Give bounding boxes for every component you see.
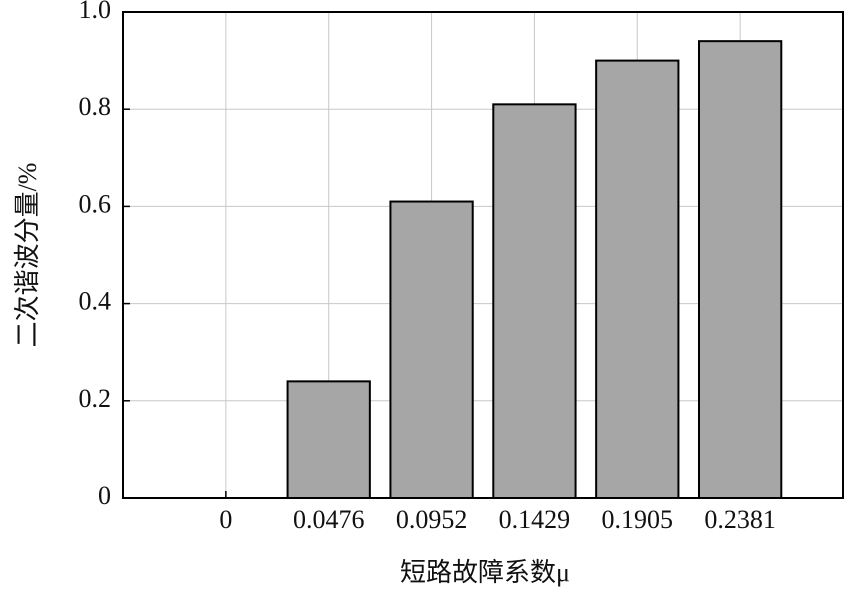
plot-frame <box>122 11 844 499</box>
y-tick-label: 0 <box>98 481 111 510</box>
bar <box>286 380 371 499</box>
x-tick-label: 0.0952 <box>396 505 468 534</box>
y-tick-label: 0.4 <box>79 287 112 316</box>
x-tick-label: 0.1905 <box>602 505 674 534</box>
y-tick-label: 0.8 <box>79 92 112 121</box>
x-tick-label: 0 <box>219 505 232 534</box>
x-tick-label: 0.1429 <box>499 505 571 534</box>
y-tick-label: 0.2 <box>79 384 112 413</box>
y-tick-label: 0.6 <box>79 189 112 218</box>
x-axis-label: 短路故障系数μ <box>400 558 570 587</box>
bar <box>389 200 474 499</box>
x-tick-label: 0.0476 <box>293 505 365 534</box>
bar <box>698 40 783 499</box>
x-tick-label: 0.2381 <box>704 505 776 534</box>
y-axis-label: 二次谐波分量/% <box>13 163 42 348</box>
y-tick-label: 1.0 <box>79 0 112 24</box>
bar <box>595 59 680 499</box>
bar <box>492 103 577 499</box>
